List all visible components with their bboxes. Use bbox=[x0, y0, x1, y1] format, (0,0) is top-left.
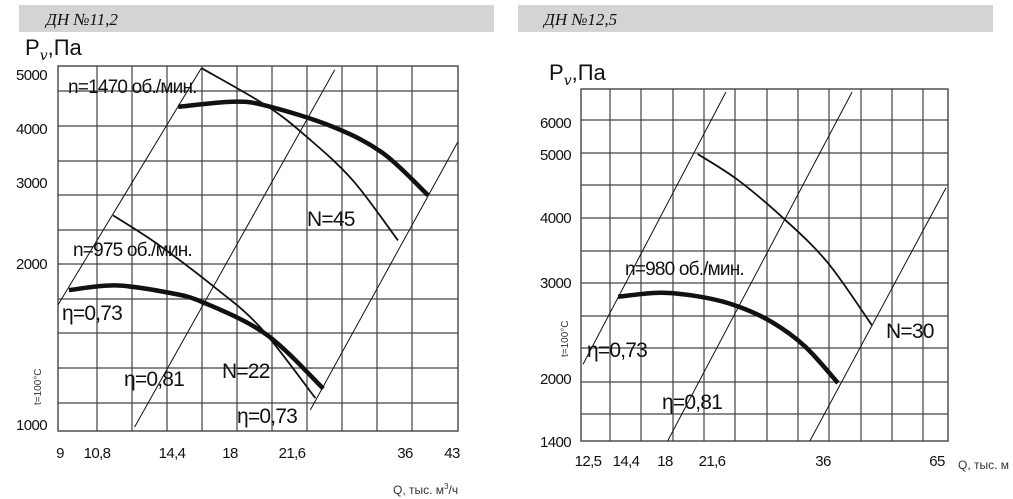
x-tick-label: 10,8 bbox=[84, 445, 111, 462]
x-tick-label: 36 bbox=[815, 453, 831, 470]
efficiency-line bbox=[809, 187, 947, 442]
annotation-eta-081: η=0,81 bbox=[662, 391, 722, 414]
efficiency-line bbox=[667, 91, 853, 442]
x-label-tail: /ч bbox=[449, 483, 459, 497]
y-label-main: P bbox=[549, 60, 564, 85]
plot-frame bbox=[57, 65, 459, 432]
y-axis-label: Pv,Па bbox=[25, 35, 83, 64]
y-tick-label: 4000 bbox=[16, 121, 47, 138]
power-curve bbox=[200, 67, 399, 241]
x-tick-label: 14,4 bbox=[613, 453, 640, 470]
x-tick-label: 14,4 bbox=[159, 445, 186, 462]
x-axis-label: Q, тыс. м bbox=[958, 458, 1009, 472]
chart-dn-11-2: ДН №11,2 Pv,Па 9 10,8 14,4 18 21,6 36 43 5000 40… bbox=[16, 5, 494, 497]
annotation-n22: N=22 bbox=[222, 360, 270, 383]
chart-title: ДН №12,5 bbox=[542, 10, 617, 29]
y-tick-label: 2000 bbox=[540, 371, 571, 388]
power-curve bbox=[697, 153, 873, 326]
power-curve bbox=[112, 214, 317, 399]
x-tick-label: 21,6 bbox=[699, 453, 726, 470]
x-tick-label: 18 bbox=[222, 445, 238, 462]
temperature-note: t=100°C bbox=[33, 368, 44, 405]
annotation-n30: N=30 bbox=[886, 320, 934, 343]
annotation-eta-073: η=0,73 bbox=[587, 339, 647, 362]
y-tick-label: 3000 bbox=[16, 175, 47, 192]
chart-dn-12-5: ДН №12,5 Pv,Па 12,5 14,4 18 21,6 36 65 6000 500… bbox=[518, 5, 1009, 472]
x-label-main: Q, тыс. м bbox=[393, 483, 444, 497]
x-tick-label: 18 bbox=[657, 453, 673, 470]
efficiency-line bbox=[134, 69, 336, 428]
y-label-main: P bbox=[25, 35, 40, 60]
chart-header-bar bbox=[19, 5, 494, 32]
y-tick-label: 4000 bbox=[540, 210, 571, 227]
y-tick-label: 5000 bbox=[16, 67, 47, 84]
pressure-curve bbox=[68, 283, 325, 391]
x-tick-label: 43 bbox=[444, 445, 460, 462]
y-label-sub: v bbox=[40, 48, 48, 64]
x-tick-label: 21,6 bbox=[279, 445, 306, 462]
plot-frame bbox=[580, 88, 949, 442]
x-tick-label: 9 bbox=[56, 445, 64, 462]
x-tick-label: 36 bbox=[397, 445, 413, 462]
y-tick-label: 5000 bbox=[540, 147, 571, 164]
y-tick-label: 1400 bbox=[540, 434, 571, 451]
y-tick-label: 6000 bbox=[540, 115, 571, 132]
pressure-curve bbox=[617, 290, 840, 385]
y-tick-label: 3000 bbox=[540, 275, 571, 292]
annotation-eta-081: η=0,81 bbox=[124, 368, 184, 391]
efficiency-line bbox=[57, 67, 202, 306]
pressure-curve bbox=[177, 99, 430, 197]
plot-area: 12,5 14,4 18 21,6 36 65 6000 5000 4000 3000 2000 14… bbox=[540, 88, 949, 470]
y-label-sub: v bbox=[564, 73, 572, 89]
y-label-tail: ,Па bbox=[572, 60, 607, 85]
annotation-n1470: n=1470 об./мин. bbox=[68, 77, 197, 98]
annotation-n975: n=975 об./мин. bbox=[73, 240, 192, 261]
y-tick-label: 1000 bbox=[16, 417, 47, 434]
temperature-note: t=100°C bbox=[560, 320, 571, 357]
chart-title: ДН №11,2 bbox=[44, 10, 118, 29]
y-label-tail: ,Па bbox=[48, 35, 83, 60]
annotation-n45: N=45 bbox=[307, 208, 355, 231]
y-tick-label: 2000 bbox=[16, 256, 47, 273]
x-label-sup: 3 bbox=[444, 482, 449, 491]
efficiency-line bbox=[309, 141, 459, 411]
y-axis-label: Pv,Па bbox=[549, 60, 607, 89]
efficiency-line bbox=[582, 91, 727, 365]
x-tick-label: 65 bbox=[929, 453, 945, 470]
annotation-n980: n=980 об./мин. bbox=[625, 259, 744, 280]
annotation-eta-073-b: η=0,73 bbox=[237, 405, 297, 428]
x-axis-label: Q, тыс. м3/ч bbox=[393, 482, 458, 497]
annotation-eta-073-a: η=0,73 bbox=[62, 302, 122, 325]
x-tick-label: 12,5 bbox=[575, 453, 602, 470]
plot-area: 9 10,8 14,4 18 21,6 36 43 5000 4000 3000 2000 1000 bbox=[16, 65, 461, 462]
chart-header-bar bbox=[518, 5, 993, 32]
